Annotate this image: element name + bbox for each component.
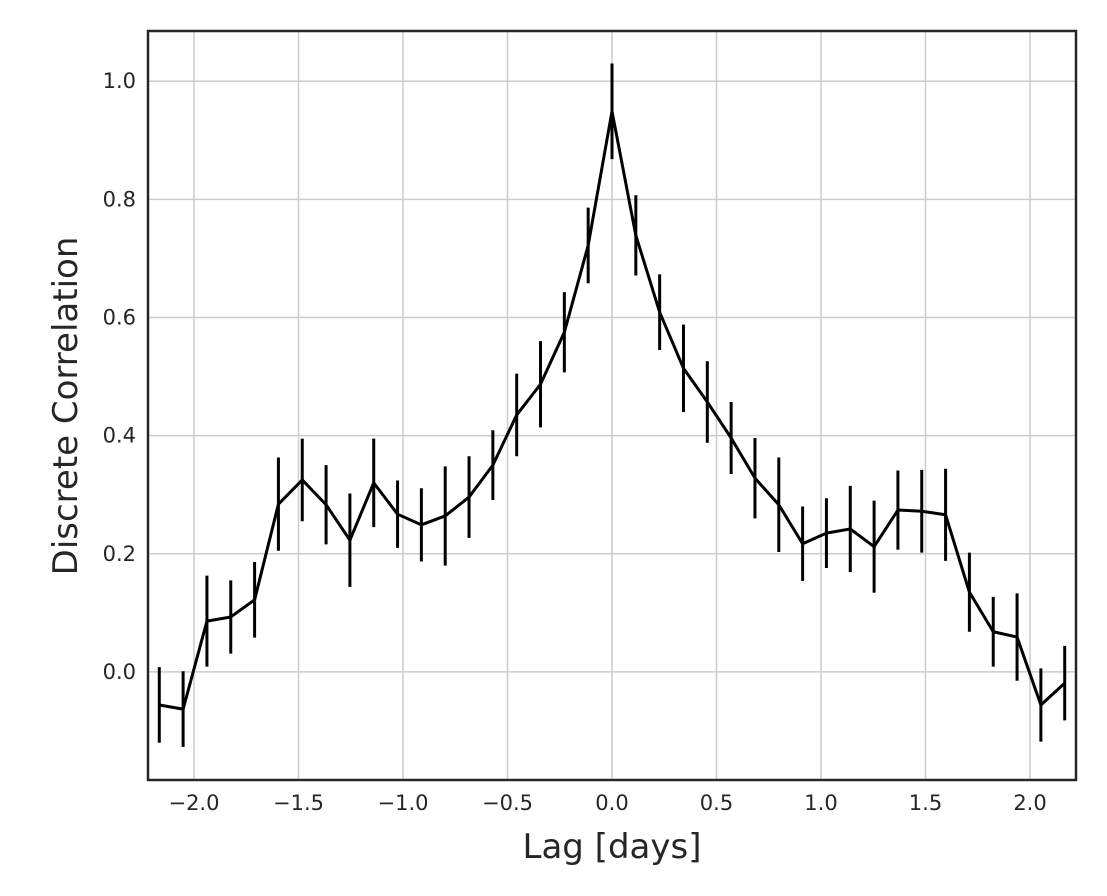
x-tick-label: −1.5	[273, 791, 324, 815]
x-tick-label: 0.5	[700, 791, 733, 815]
y-tick-label: 0.4	[103, 424, 136, 448]
x-axis-label: Lag [days]	[523, 827, 702, 867]
x-tick-label: −1.0	[377, 791, 428, 815]
y-tick-label: 1.0	[103, 69, 136, 93]
y-tick-label: 0.8	[103, 187, 136, 211]
x-tick-label: −2.0	[168, 791, 219, 815]
y-tick-label: 0.6	[103, 305, 136, 329]
x-tick-label: 1.5	[909, 791, 942, 815]
x-tick-label: 2.0	[1013, 791, 1046, 815]
y-axis-label: Discrete Correlation	[46, 237, 86, 576]
y-tick-label: 0.0	[103, 660, 136, 684]
x-tick-label: −0.5	[482, 791, 533, 815]
x-tick-label: 0.0	[595, 791, 628, 815]
y-tick-label: 0.2	[103, 542, 136, 566]
x-tick-label: 1.0	[804, 791, 837, 815]
plot-frame	[146, 29, 1078, 782]
data-line	[159, 109, 1066, 711]
